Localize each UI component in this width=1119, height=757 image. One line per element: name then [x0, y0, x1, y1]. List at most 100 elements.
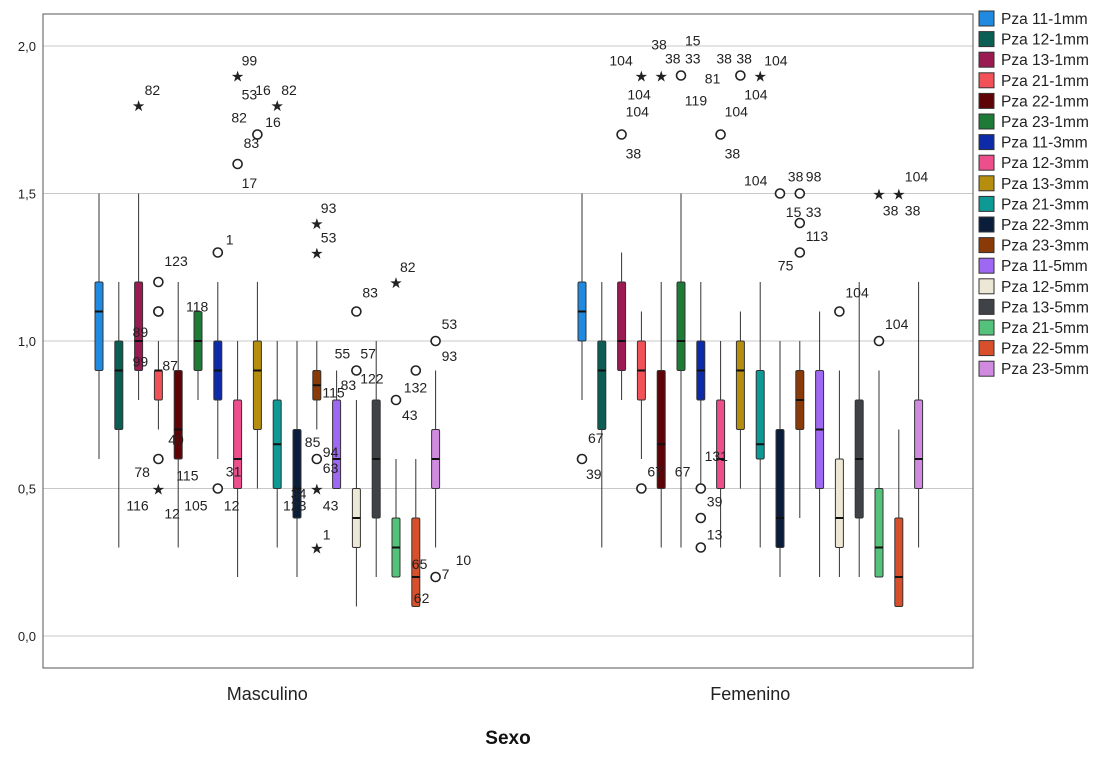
outlier-label: 33	[685, 51, 701, 67]
outlier-label: 65	[412, 556, 428, 572]
box-body	[252, 340, 262, 430]
legend-swatch	[978, 31, 995, 48]
legend-label: Pza 22-3mm	[1001, 217, 1089, 234]
legend-swatch	[978, 10, 995, 27]
outlier-label: 83	[362, 285, 378, 301]
box-pza-22-5mm	[411, 459, 421, 607]
outlier-label: 98	[806, 169, 822, 185]
legend-swatch	[978, 340, 995, 357]
extreme-star: ★	[310, 216, 323, 233]
legend-label: Pza 23-3mm	[1001, 238, 1089, 255]
box-body	[914, 399, 924, 489]
box-pza-23-3mm	[795, 341, 805, 518]
legend-swatch	[978, 72, 995, 89]
outlier-label: 119	[685, 93, 708, 109]
legend-swatch	[978, 360, 995, 377]
outlier-label: 38	[665, 51, 681, 67]
outlier-label: 104	[845, 285, 869, 301]
plot-border	[42, 13, 974, 669]
outlier-label: 38	[651, 37, 667, 53]
box-pza-11-1mm	[577, 193, 587, 400]
outlier-label: 38	[716, 51, 732, 67]
outlier-circle	[794, 217, 806, 229]
outlier-label: 7	[442, 566, 450, 582]
legend-label: Pza 13-3mm	[1001, 176, 1089, 193]
box-pza-12-3mm	[233, 341, 243, 577]
legend-swatch	[978, 134, 995, 151]
outlier-circle	[351, 306, 362, 317]
outlier-label: 16	[255, 82, 271, 98]
box-body	[894, 517, 904, 607]
extreme-star: ★	[753, 69, 766, 86]
box-body	[332, 399, 342, 489]
legend-label: Pza 11-1mm	[1001, 11, 1088, 28]
outlier-label: 38	[788, 169, 804, 185]
outlier-circle	[153, 306, 164, 317]
box-pza-21-5mm	[874, 370, 884, 578]
outlier-circle	[834, 306, 845, 317]
box-pza-13-1mm	[617, 252, 627, 400]
outlier-label: 43	[402, 407, 418, 423]
outlier-label: 43	[323, 498, 339, 514]
outlier-label: 99	[242, 53, 258, 69]
outlier-label: 53	[242, 87, 258, 103]
box-pza-11-1mm	[94, 193, 104, 459]
outlier-circle	[616, 129, 627, 140]
box-pza-23-3mm	[312, 341, 322, 430]
outlier-label: 53	[442, 316, 458, 332]
outlier-label: 93	[442, 348, 458, 364]
extreme-star: ★	[310, 246, 323, 263]
outlier-label: 85	[305, 434, 321, 450]
outlier-label: 67	[675, 464, 691, 480]
extreme-star: ★	[132, 98, 145, 115]
outlier-label: 132	[404, 380, 428, 396]
x-axis-title: Sexo	[485, 728, 530, 749]
box-pza-11-5mm	[815, 311, 825, 577]
box-body	[411, 517, 421, 607]
outlier-label: 82	[281, 82, 297, 98]
legend-swatch	[978, 195, 995, 212]
outlier-label: 38	[905, 203, 921, 219]
group-label: Femenino	[710, 684, 790, 704]
box-body	[716, 399, 726, 489]
box-pza-11-3mm	[213, 282, 223, 459]
legend-label: Pza 21-1mm	[1001, 73, 1089, 90]
outlier-circle	[153, 276, 164, 288]
legend-swatch	[978, 216, 995, 233]
outlier-circle	[873, 335, 885, 347]
outlier-label: 123	[283, 498, 307, 514]
outlier-label: 31	[226, 464, 242, 480]
boxes	[94, 193, 924, 607]
extreme-star: ★	[270, 98, 283, 115]
outlier-label: 53	[321, 230, 337, 246]
legend-label: Pza 22-1mm	[1001, 93, 1089, 110]
extreme-star: ★	[635, 69, 648, 86]
box-body	[233, 399, 243, 489]
outlier-label: 75	[778, 258, 794, 274]
outlier-circle	[576, 453, 588, 465]
y-tick-label: 2,0	[18, 39, 36, 54]
box-body	[292, 429, 302, 519]
outlier-circle	[430, 335, 441, 347]
outlier-label: 17	[242, 175, 258, 191]
legend-swatch	[978, 154, 995, 171]
outlier-label: 67	[647, 464, 663, 480]
legend-label: Pza 23-1mm	[1001, 114, 1089, 131]
legend-label: Pza 21-5mm	[1001, 320, 1089, 337]
legend-label: Pza 11-3mm	[1001, 135, 1088, 152]
box-pza-21-3mm	[755, 282, 765, 548]
outlier-label: 16	[265, 114, 281, 130]
outlier-label: 33	[806, 204, 822, 220]
outlier-label: 38	[736, 51, 752, 67]
outlier-label: 113	[806, 228, 829, 244]
outlier-circle	[212, 247, 224, 258]
extreme-star: ★	[389, 275, 402, 292]
outlier-label: 118	[186, 299, 209, 315]
box-body	[874, 488, 884, 578]
outlier-label: 99	[133, 354, 149, 370]
y-tick-label: 0,5	[18, 482, 36, 497]
outlier-label: 34	[291, 486, 307, 502]
outlier-circle	[311, 453, 323, 465]
outlier-label: 38	[883, 203, 899, 219]
